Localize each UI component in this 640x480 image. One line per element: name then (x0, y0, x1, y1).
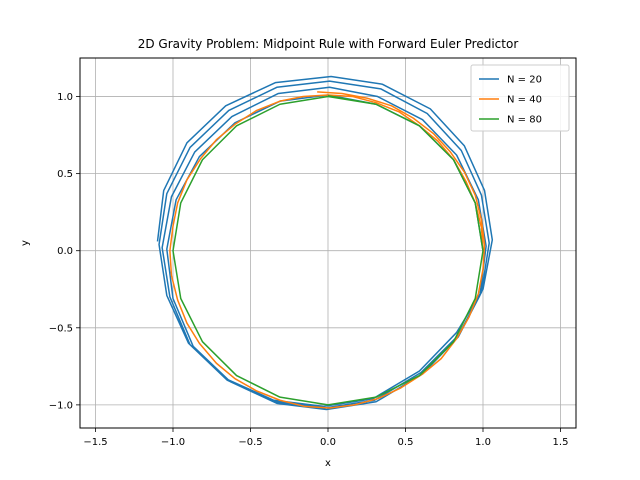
legend: N = 20 N = 40 N = 80 (470, 64, 570, 132)
legend-label: N = 80 (507, 115, 542, 126)
y-tick-label: −1.0 (49, 400, 73, 411)
y-axis-label: y (20, 240, 31, 246)
x-axis-label: x (325, 458, 331, 469)
series-line-1 (169, 91, 486, 409)
legend-label: N = 40 (507, 95, 542, 106)
plot-series (156, 75, 494, 411)
x-axis-ticks: −1.5 −1.0 −0.5 0.0 0.5 1.0 1.5 (83, 428, 568, 448)
y-axis-ticks: −1.0 −0.5 0.0 0.5 1.0 (49, 92, 80, 411)
y-tick-label: 0.0 (57, 246, 73, 257)
x-tick-label: 1.5 (553, 437, 569, 448)
y-tick-label: −0.5 (49, 323, 73, 334)
x-tick-label: −1.5 (83, 437, 107, 448)
series-line-2 (172, 95, 484, 406)
y-tick-label: 1.0 (57, 92, 73, 103)
legend-label: N = 20 (507, 75, 542, 86)
x-tick-label: −0.5 (238, 437, 262, 448)
chart-title: 2D Gravity Problem: Midpoint Rule with F… (138, 37, 519, 51)
x-tick-label: 0.0 (320, 437, 336, 448)
x-tick-label: −1.0 (161, 437, 185, 448)
legend-box (470, 64, 570, 132)
y-tick-label: 0.5 (57, 169, 73, 180)
x-tick-label: 1.0 (475, 437, 491, 448)
x-tick-label: 0.5 (398, 437, 414, 448)
